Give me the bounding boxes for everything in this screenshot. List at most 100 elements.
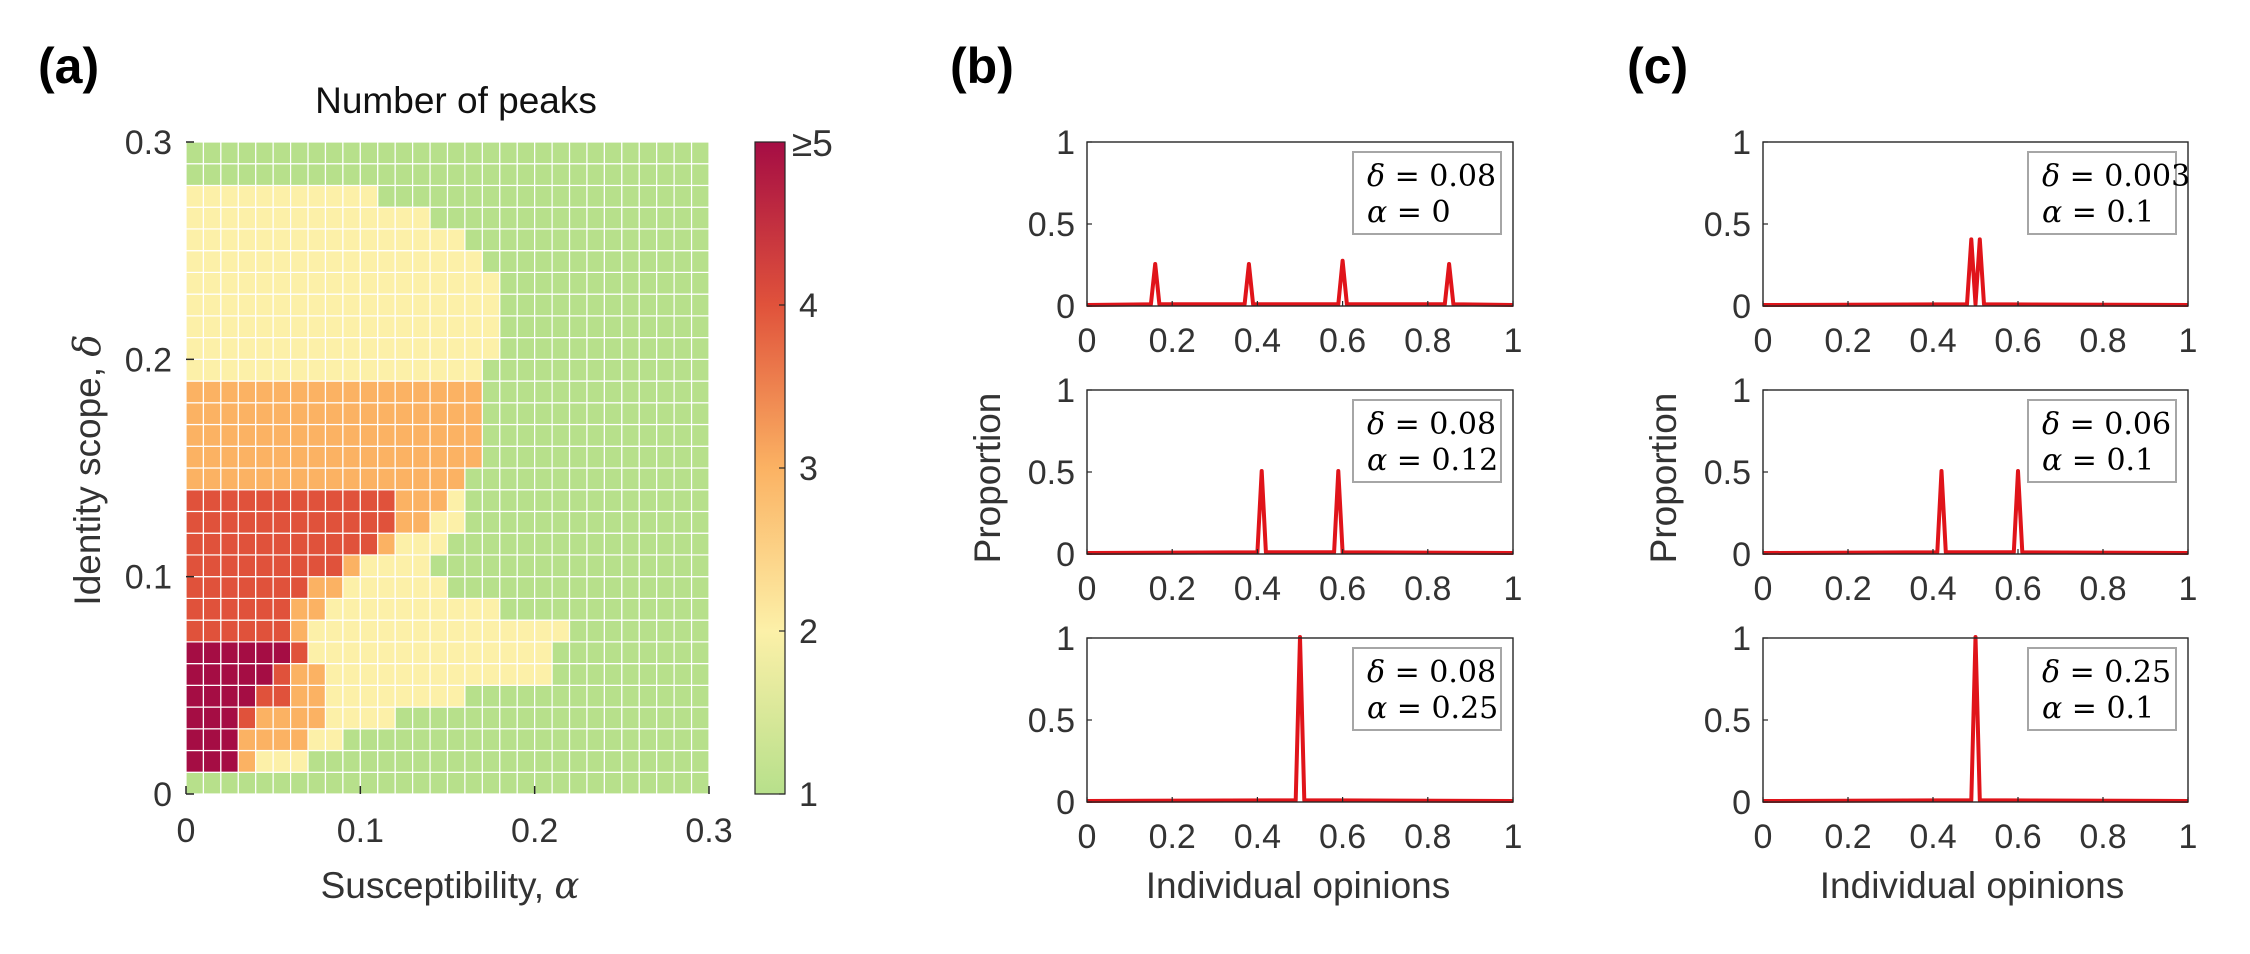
y-tick-label: 1	[1056, 372, 1075, 410]
heatmap-cell	[429, 662, 449, 686]
heatmap-cell	[656, 337, 675, 360]
heatmap-cell	[412, 293, 431, 317]
heatmap-cell	[324, 532, 344, 556]
heatmap-cell	[446, 489, 466, 513]
heatmap-cell	[638, 271, 658, 295]
heatmap-cell	[603, 141, 623, 165]
heatmap-cell	[638, 597, 658, 621]
heatmap-cell	[690, 315, 710, 339]
heatmap-cell	[237, 337, 257, 360]
heatmap-cell	[185, 771, 205, 795]
heatmap-cell	[621, 315, 640, 339]
x-tick-label: 0.2	[1149, 818, 1196, 856]
heatmap-cell	[516, 771, 536, 795]
heatmap-cell	[202, 380, 222, 404]
heatmap-cell	[481, 271, 501, 295]
heatmap-cell	[429, 271, 449, 295]
heatmap-cell	[673, 206, 693, 230]
heatmap-cell	[412, 467, 431, 491]
heatmap-cell	[446, 532, 466, 556]
heatmap-xlabel: Susceptibility, α	[321, 864, 580, 907]
heatmap-cell	[690, 337, 710, 360]
heatmap-cell	[202, 423, 222, 447]
heatmap-cell	[377, 250, 396, 273]
heatmap-cell	[690, 771, 710, 795]
heatmap-cell	[690, 228, 710, 252]
heatmap-cell	[290, 554, 309, 578]
heatmap-cell	[638, 315, 658, 339]
heatmap-cell	[377, 358, 396, 382]
heatmap-cell	[412, 619, 431, 643]
heatmap-cell	[534, 228, 553, 252]
x-tick-label: 0	[177, 812, 196, 850]
heatmap-cell	[429, 445, 449, 469]
heatmap-cell	[551, 141, 571, 165]
heatmap-cell	[429, 402, 449, 426]
heatmap-cell	[551, 554, 571, 578]
proportion-line	[1086, 469, 1514, 555]
heatmap-cell	[481, 337, 501, 360]
heatmap-title: Number of peaks	[315, 80, 597, 121]
heatmap-cell	[255, 662, 274, 686]
heatmap-cell	[534, 423, 553, 447]
heatmap-cell	[185, 380, 205, 404]
heatmap-cell	[255, 597, 274, 621]
heatmap-cell	[464, 662, 483, 686]
heatmap-cell	[568, 250, 588, 273]
heatmap-cell	[394, 467, 414, 491]
heatmap-cell	[638, 163, 658, 187]
y-tick-label: 0.5	[1028, 206, 1075, 244]
heatmap-cell	[412, 489, 431, 513]
heatmap-cell	[656, 271, 675, 295]
heatmap-cell	[394, 206, 414, 230]
heatmap-cell	[359, 163, 379, 187]
heatmap-cell	[621, 467, 640, 491]
x-tick-label: 0.8	[1404, 818, 1451, 856]
heatmap-cell	[255, 271, 274, 295]
heatmap-cell	[690, 445, 710, 469]
heatmap-cell	[324, 293, 344, 317]
panel-a: (a) Number of peaks 0 0.1 0.2 0.3 0 0.1 0.2 0.3…	[38, 38, 833, 907]
heatmap-cell	[499, 510, 518, 534]
heatmap-cell	[499, 641, 518, 665]
heatmap-cell	[272, 445, 292, 469]
heatmap-cell	[690, 184, 710, 208]
heatmap-cell	[656, 684, 675, 708]
heatmap-cell	[324, 445, 344, 469]
heatmap-cell	[673, 315, 693, 339]
heatmap-cell	[586, 163, 605, 187]
heatmap-cell	[202, 445, 222, 469]
heatmap-cell	[220, 467, 239, 491]
heatmap-cell	[516, 641, 536, 665]
x-tick-label: 1	[2179, 818, 2198, 856]
y-tick-label: 0	[1056, 536, 1075, 574]
heatmap-cell	[464, 771, 483, 795]
heatmap-cell	[690, 206, 710, 230]
heatmap-cell	[307, 771, 327, 795]
heatmap-cell	[481, 489, 501, 513]
heatmap-cell	[568, 489, 588, 513]
heatmap-cell	[568, 771, 588, 795]
heatmap-cell	[673, 597, 693, 621]
heatmap-cell	[656, 467, 675, 491]
heatmap-cell	[481, 684, 501, 708]
annotation-alpha: α = 0.1	[2042, 443, 2154, 478]
heatmap-cell	[638, 576, 658, 599]
heatmap-cell	[185, 749, 205, 773]
heatmap-cell	[656, 662, 675, 686]
heatmap-cell	[638, 554, 658, 578]
heatmap-cell	[342, 510, 361, 534]
heatmap-cell	[603, 467, 623, 491]
heatmap-cell	[412, 771, 431, 795]
x-tick-label: 0	[1754, 322, 1773, 360]
heatmap-cell	[237, 706, 257, 730]
annotation-box	[1352, 399, 1502, 483]
y-tick-label: 0	[1732, 536, 1751, 574]
heatmap-cell	[551, 163, 571, 187]
heatmap-cell	[690, 163, 710, 187]
heatmap-cell	[220, 184, 239, 208]
heatmap-cell	[342, 228, 361, 252]
x-tick-label: 0.6	[1319, 570, 1366, 608]
heatmap-cell	[324, 576, 344, 599]
heatmap-cell	[412, 684, 431, 708]
